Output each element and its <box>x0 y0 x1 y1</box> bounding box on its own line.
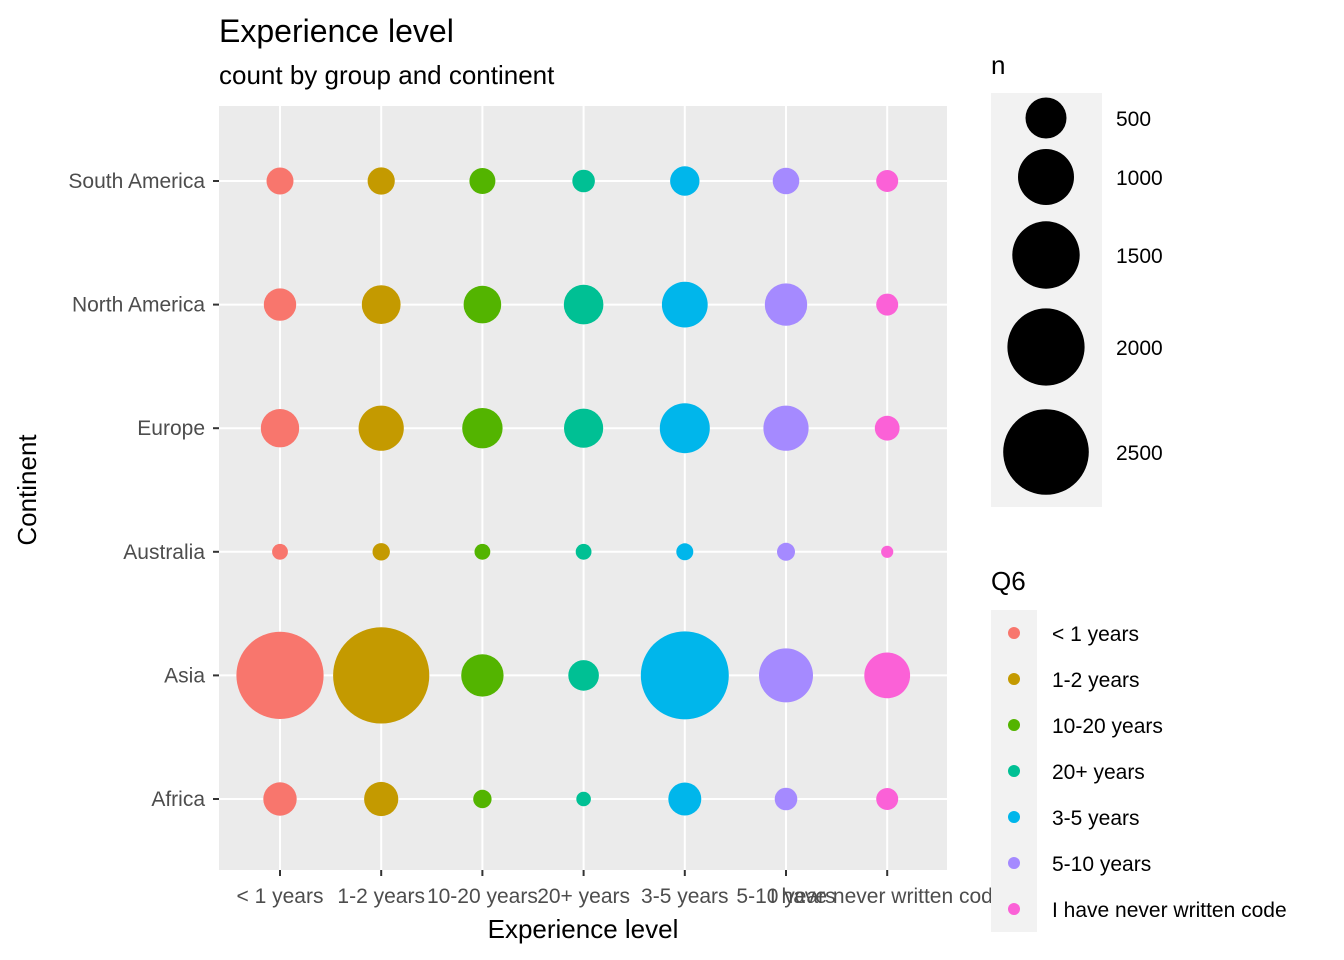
color-legend-label: < 1 years <box>1052 623 1139 646</box>
point-3-5-years-asia <box>640 631 729 720</box>
color-legend-label: I have never written code <box>1052 899 1287 922</box>
size-legend-label: 2000 <box>1116 337 1163 360</box>
x-axis-title: Experience level <box>488 914 679 944</box>
point-20-years-australia <box>575 543 592 560</box>
point-1-years-asia <box>236 631 324 720</box>
point-i-have-never-written-code-africa <box>876 788 899 810</box>
size-legend-title: n <box>991 50 1005 80</box>
point-1-years-south-america <box>266 167 294 195</box>
point-10-20-years-asia <box>461 654 504 697</box>
point-i-have-never-written-code-europe <box>874 415 900 441</box>
color-legend-key-20-years <box>1008 765 1020 777</box>
x-tick-label: 1-2 years <box>337 885 425 908</box>
chart-title: Experience level <box>219 13 454 49</box>
point-10-20-years-africa <box>473 789 492 809</box>
point-5-10-years-south-america <box>772 167 800 195</box>
color-legend-label: 10-20 years <box>1052 715 1163 738</box>
point-20-years-africa <box>576 791 591 807</box>
point-i-have-never-written-code-north-america <box>876 293 899 316</box>
y-tick-label: North America <box>72 294 205 317</box>
point-1-years-europe <box>260 409 300 448</box>
point-10-20-years-north-america <box>463 285 502 324</box>
y-tick-label: Australia <box>123 541 205 564</box>
color-legend: Q6 < 1 years 1-2 years 10-20 years 20+ year… <box>991 566 1287 932</box>
point-5-10-years-asia <box>759 648 813 703</box>
color-legend-key-3-5-years <box>1008 811 1020 823</box>
y-axis: Africa Asia Australia Europe North America So… <box>68 170 219 811</box>
size-legend-label: 1500 <box>1116 245 1163 268</box>
color-legend-label: 20+ years <box>1052 761 1145 784</box>
x-tick-label: 10-20 years <box>427 885 538 908</box>
point-3-5-years-south-america <box>670 166 700 196</box>
point-3-5-years-africa <box>668 782 702 816</box>
chart-subtitle: count by group and continent <box>219 60 555 90</box>
point-3-5-years-north-america <box>661 281 708 328</box>
point-1-years-north-america <box>263 288 297 321</box>
point-5-10-years-australia <box>777 542 795 561</box>
point-10-20-years-australia <box>474 543 491 560</box>
x-tick-label: 5-10 years <box>736 885 835 908</box>
size-legend-label: 500 <box>1116 108 1151 131</box>
size-legend: n 500 1000 1500 2000 2500 <box>991 50 1163 507</box>
point-20-years-south-america <box>572 169 595 193</box>
point-1-2-years-australia <box>372 543 390 561</box>
color-legend-label: 1-2 years <box>1052 669 1140 692</box>
x-axis: < 1 years 1-2 years 10-20 years 20+ years 3-… <box>237 870 1005 908</box>
color-legend-label: 5-10 years <box>1052 853 1151 876</box>
y-axis-title: Continent <box>12 434 42 546</box>
point-1-2-years-south-america <box>367 167 395 195</box>
y-tick-label: Asia <box>164 664 205 687</box>
point-10-20-years-south-america <box>469 168 496 194</box>
size-legend-key <box>1003 409 1089 495</box>
point-i-have-never-written-code-australia <box>881 545 894 558</box>
point-1-2-years-north-america <box>361 285 401 324</box>
y-tick-label: Europe <box>137 417 205 440</box>
x-tick-label: 20+ years <box>537 885 630 908</box>
point-1-2-years-asia <box>333 627 430 724</box>
point-1-years-australia <box>272 543 288 560</box>
point-i-have-never-written-code-south-america <box>876 170 899 192</box>
point-20-years-asia <box>568 660 599 691</box>
data-points <box>236 166 911 817</box>
x-tick-label: < 1 years <box>237 885 324 908</box>
color-legend-key-5-10-years <box>1008 857 1020 869</box>
point-1-2-years-africa <box>364 781 399 817</box>
point-1-years-africa <box>263 782 297 816</box>
size-legend-key <box>1018 149 1074 205</box>
size-legend-key <box>1012 221 1080 289</box>
point-i-have-never-written-code-asia <box>864 652 911 699</box>
color-legend-key-i-have-never-written-code <box>1008 903 1020 915</box>
size-legend-label: 1000 <box>1116 167 1163 190</box>
color-legend-key-1-2-years <box>1008 673 1020 685</box>
point-3-5-years-europe <box>659 403 710 454</box>
color-legend-label: 3-5 years <box>1052 807 1140 830</box>
y-tick-label: South America <box>68 170 205 193</box>
point-10-20-years-europe <box>462 408 503 449</box>
point-5-10-years-north-america <box>764 283 808 326</box>
size-legend-label: 2500 <box>1116 442 1163 465</box>
point-20-years-europe <box>564 408 604 448</box>
point-5-10-years-africa <box>774 787 798 811</box>
point-1-2-years-europe <box>358 405 404 451</box>
y-tick-label: Africa <box>151 788 205 811</box>
x-tick-label: I have never written code <box>770 885 1005 908</box>
color-legend-title: Q6 <box>991 566 1026 596</box>
color-legend-key-10-20-years <box>1008 719 1020 731</box>
size-legend-key <box>1025 97 1067 139</box>
x-tick-label: 3-5 years <box>641 885 729 908</box>
point-20-years-north-america <box>563 284 604 325</box>
point-5-10-years-europe <box>763 405 809 451</box>
color-legend-key-1-years <box>1008 627 1020 639</box>
size-legend-key <box>1007 308 1085 386</box>
point-3-5-years-australia <box>676 543 694 561</box>
